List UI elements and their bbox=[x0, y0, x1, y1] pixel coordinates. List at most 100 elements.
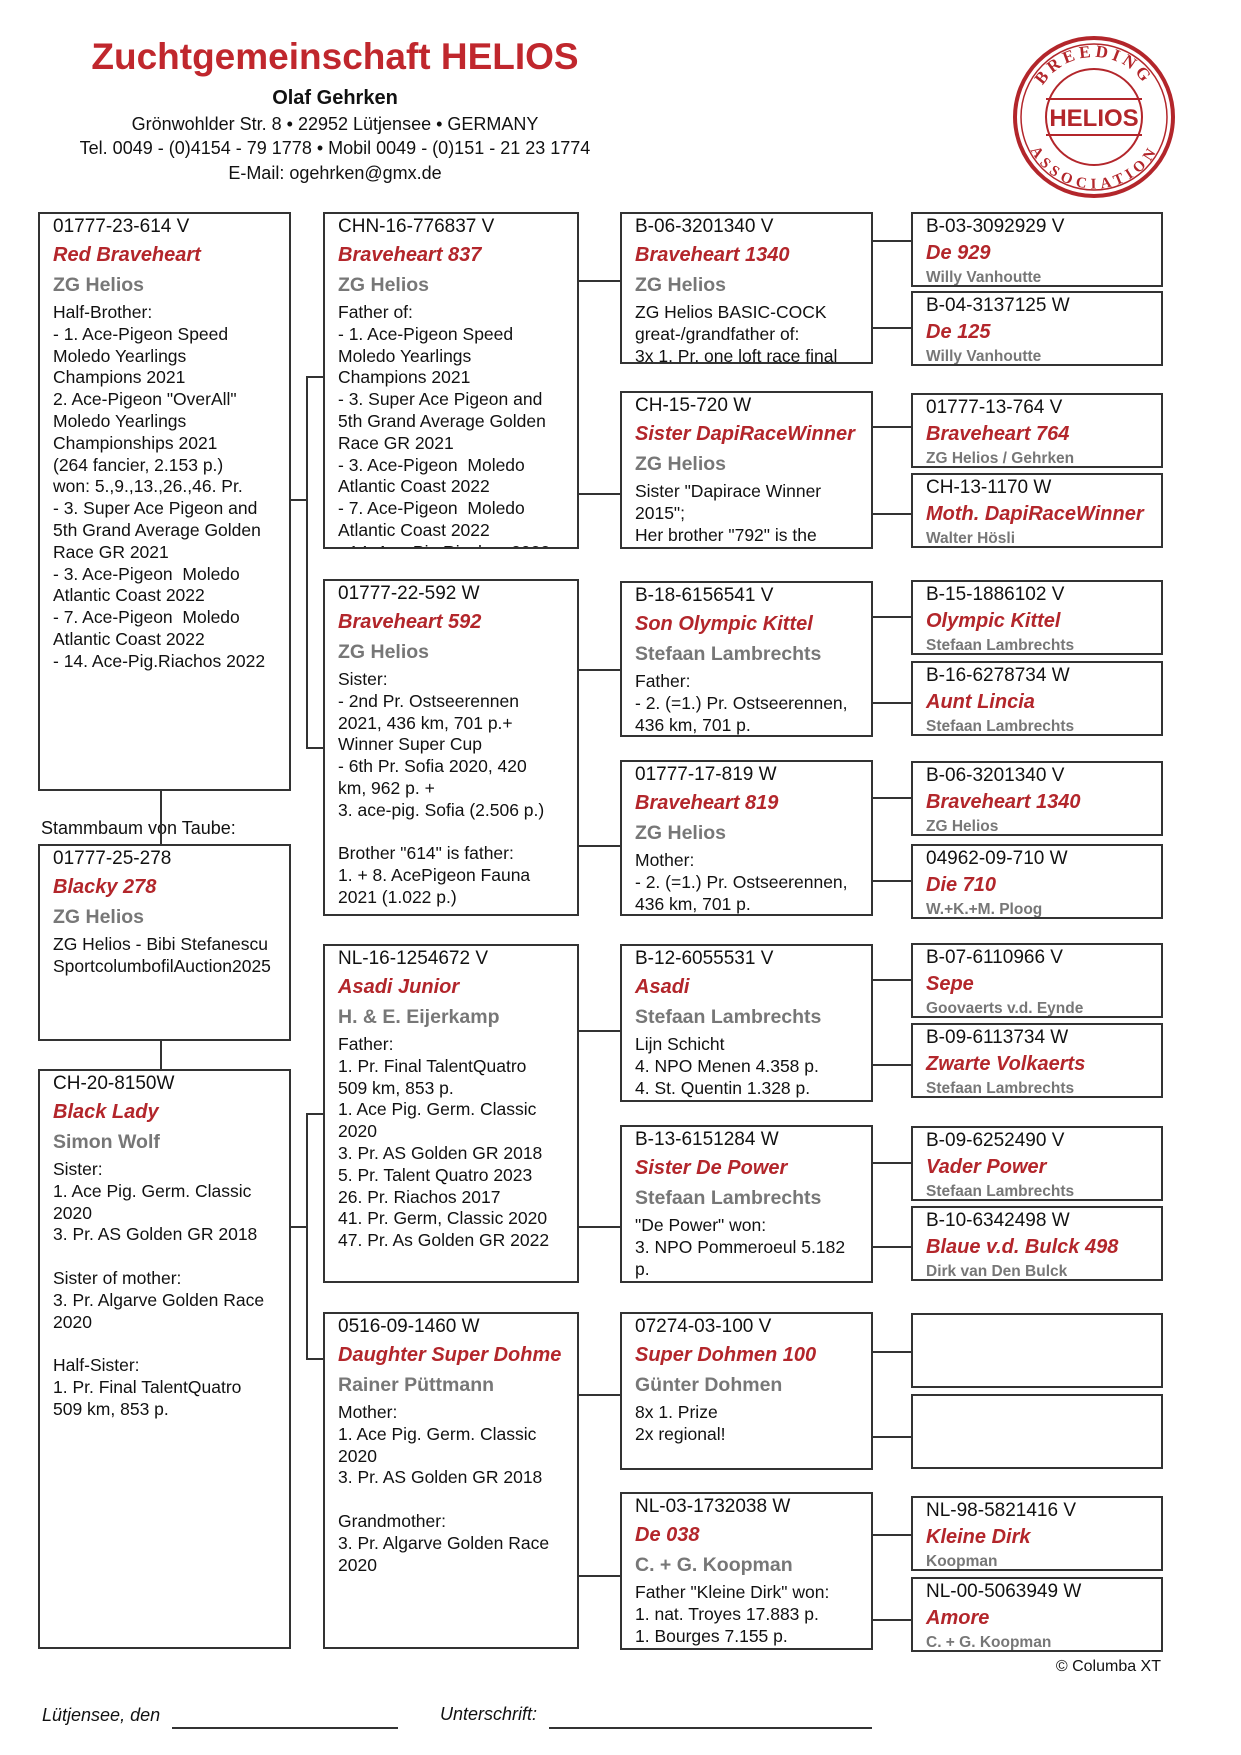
pigeon-card bbox=[911, 1394, 1163, 1469]
pigeon-card: B-18-6156541 V Son Olympic Kittel Stefaan … bbox=[620, 581, 873, 737]
connector-line bbox=[579, 280, 620, 282]
pigeon-notes: Sister "Dapirace Winner 2015"; Her broth… bbox=[635, 481, 822, 545]
connector-line bbox=[579, 1394, 620, 1396]
place-date-label: Lütjensee, den bbox=[42, 1705, 160, 1726]
pigeon-name: Blaue v.d. Bulck 498 bbox=[926, 1236, 1119, 1258]
place-label: Lütjensee, den bbox=[42, 1705, 161, 1725]
pigeon-card: B-09-6252490 V Vader Power Stefaan Lambrec… bbox=[911, 1126, 1163, 1201]
breeder-name: ZG Helios / Gehrken bbox=[926, 450, 1075, 467]
pigeon-card: B-04-3137125 W De 125 Willy Vanhoutte bbox=[911, 291, 1163, 366]
breeder-name: Stefaan Lambrechts bbox=[926, 1183, 1075, 1200]
connector-line bbox=[873, 1162, 911, 1164]
connector-line bbox=[306, 747, 323, 749]
breeder-name: ZG Helios bbox=[338, 274, 430, 296]
pigeon-card: 01777-23-614 V Red Braveheart ZG Helios Hal… bbox=[38, 212, 291, 791]
ring-number: NL-03-1732038 W bbox=[635, 1496, 791, 1517]
pigeon-card: 01777-25-278 Blacky 278 ZG Helios ZG Helios… bbox=[38, 844, 291, 1041]
address: Grönwohlder Str. 8 • 22952 Lütjensee • G… bbox=[131, 114, 539, 134]
ring-number: NL-98-5821416 V bbox=[926, 1500, 1076, 1521]
ring-number: 04962-09-710 W bbox=[926, 848, 1068, 869]
signature-label: Unterschrift: bbox=[440, 1704, 538, 1724]
pigeon-name: Aunt Lincia bbox=[926, 691, 1035, 713]
breeder-name: Stefaan Lambrechts bbox=[926, 637, 1075, 654]
ring-number: 0516-09-1460 W bbox=[338, 1316, 480, 1337]
connector-line bbox=[873, 880, 911, 882]
pigeon-notes: 8x 1. Prize 2x regional! bbox=[635, 1402, 726, 1444]
ring-number: B-13-6151284 W bbox=[635, 1129, 779, 1150]
pigeon-card: B-12-6055531 V Asadi Stefaan Lambrechts Lij… bbox=[620, 944, 873, 1102]
breeder-name: ZG Helios bbox=[53, 274, 145, 296]
connector-line bbox=[291, 1226, 307, 1228]
pigeon-name: De 929 bbox=[926, 242, 991, 264]
ring-number: CHN-16-776837 V bbox=[338, 216, 495, 237]
pigeon-name: Braveheart 592 bbox=[338, 611, 482, 633]
pigeon-card: NL-00-5063949 W Amore C. + G. Koopman bbox=[911, 1577, 1163, 1652]
pigeon-name: Braveheart 764 bbox=[926, 423, 1070, 445]
connector-line bbox=[873, 1064, 911, 1066]
pigeon-name: Braveheart 1340 bbox=[926, 791, 1081, 813]
connector-line bbox=[873, 1246, 911, 1248]
pigeon-name: Braveheart 819 bbox=[635, 792, 779, 814]
connector-line bbox=[873, 797, 911, 799]
connector-line bbox=[873, 1534, 911, 1536]
pigeon-card: B-16-6278734 W Aunt Lincia Stefaan Lambrec… bbox=[911, 661, 1163, 736]
connector-line bbox=[160, 791, 162, 844]
pigeon-notes: Half-Brother: - 1. Ace-Pigeon Speed Mole… bbox=[53, 302, 266, 671]
breeder-name: Stefaan Lambrechts bbox=[635, 1006, 822, 1028]
ring-number: B-09-6252490 V bbox=[926, 1130, 1065, 1151]
pigeon-card: B-06-3201340 V Braveheart 1340 ZG Helios bbox=[911, 761, 1163, 836]
connector-line bbox=[306, 1113, 323, 1115]
pigeon-name: Braveheart 1340 bbox=[635, 244, 790, 266]
ring-number: NL-16-1254672 V bbox=[338, 948, 488, 969]
pigeon-card: 01777-22-592 W Braveheart 592 ZG Helios Sis… bbox=[323, 579, 579, 916]
pigeon-name: Son Olympic Kittel bbox=[635, 613, 813, 635]
ring-number: 07274-03-100 V bbox=[635, 1316, 772, 1337]
pigeon-card: 07274-03-100 V Super Dohmen 100 Günter Doh… bbox=[620, 1312, 873, 1470]
breeder-name: Stefaan Lambrechts bbox=[635, 643, 822, 665]
pigeon-name: Blacky 278 bbox=[53, 876, 157, 898]
pigeon-card: 01777-13-764 V Braveheart 764 ZG Helios / … bbox=[911, 393, 1163, 468]
breeder-name: ZG Helios bbox=[635, 453, 727, 475]
breeder-name: Goovaerts v.d. Eynde bbox=[926, 1000, 1084, 1017]
breeding-association-logo: BREEDING ASSOCIATION HELIOS bbox=[1013, 36, 1175, 198]
connector-line bbox=[306, 1358, 323, 1360]
pigeon-name: Moth. DapiRaceWinner bbox=[926, 503, 1144, 525]
pigeon-card bbox=[911, 1313, 1163, 1388]
connector-line bbox=[579, 1030, 620, 1032]
pigeon-card: B-09-6113734 W Zwarte Volkaerts Stefaan La… bbox=[911, 1023, 1163, 1098]
pigeon-notes: Father: - 2. (=1.) Pr. Ostseerennen, 436… bbox=[635, 671, 848, 735]
pigeon-card: 0516-09-1460 W Daughter Super Dohme Rainer… bbox=[323, 1312, 579, 1649]
pigeon-name: Die 710 bbox=[926, 874, 997, 896]
pigeon-card: NL-16-1254672 V Asadi Junior H. & E. Eijer… bbox=[323, 944, 579, 1283]
pigeon-name: Olympic Kittel bbox=[926, 610, 1061, 632]
pigeon-name: De 038 bbox=[635, 1524, 700, 1546]
breeder-name: Stefaan Lambrechts bbox=[635, 1187, 822, 1209]
pigeon-name: Sister De Power bbox=[635, 1157, 788, 1179]
pigeon-notes: Father: 1. Pr. Final TalentQuatro 509 km… bbox=[338, 1034, 550, 1251]
pigeon-name: Braveheart 837 bbox=[338, 244, 482, 266]
pigeon-notes: Father of: - 1. Ace-Pigeon Speed Moledo … bbox=[338, 302, 550, 547]
pigeon-card: B-10-6342498 W Blaue v.d. Bulck 498 Dirk v… bbox=[911, 1206, 1163, 1281]
signature-line bbox=[549, 1727, 872, 1729]
breeder-name: Simon Wolf bbox=[53, 1131, 160, 1153]
connector-line bbox=[160, 1041, 162, 1069]
pigeon-card: B-13-6151284 W Sister De Power Stefaan Lam… bbox=[620, 1125, 873, 1283]
pigeon-name: Vader Power bbox=[926, 1156, 1047, 1178]
pigeon-name: Asadi Junior bbox=[338, 976, 460, 998]
pigeon-card: B-03-3092929 V De 929 Willy Vanhoutte bbox=[911, 212, 1163, 287]
ring-number: 01777-17-819 W bbox=[635, 764, 777, 785]
ring-number: B-06-3201340 V bbox=[926, 765, 1065, 786]
ring-number: B-03-3092929 V bbox=[926, 216, 1065, 237]
connector-line bbox=[873, 702, 911, 704]
ring-number: B-16-6278734 W bbox=[926, 665, 1070, 686]
connector-line bbox=[306, 376, 323, 378]
breeder-name: Willy Vanhoutte bbox=[926, 348, 1042, 365]
pigeon-notes: Mother: 1. Ace Pig. Germ. Classic 2020 3… bbox=[338, 1402, 550, 1575]
ring-number: B-04-3137125 W bbox=[926, 295, 1070, 316]
connector-line bbox=[873, 327, 911, 329]
ring-number: B-10-6342498 W bbox=[926, 1210, 1070, 1231]
breeder-name: Stefaan Lambrechts bbox=[926, 718, 1075, 735]
connector-line bbox=[873, 1619, 911, 1621]
pigeon-name: Sepe bbox=[926, 973, 974, 995]
breeder-name: Koopman bbox=[926, 1553, 998, 1570]
